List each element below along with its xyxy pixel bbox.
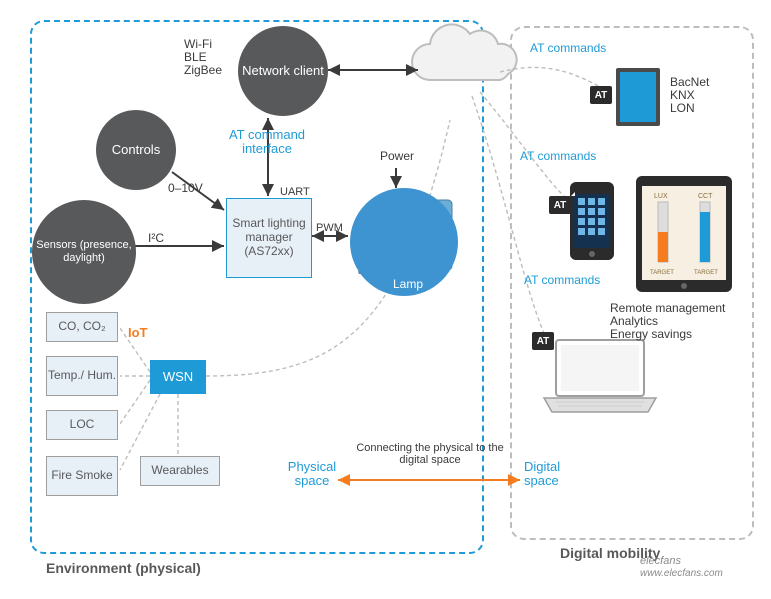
wearables-box: Wearables <box>140 456 220 486</box>
wearables-label: Wearables <box>151 464 208 478</box>
label-pwm: PWM <box>316 222 343 234</box>
network-client-node: Network client <box>238 26 328 116</box>
co-co2-label: CO, CO₂ <box>58 320 105 334</box>
remote-mgmt-labels: Remote management Analytics Energy savin… <box>610 302 725 342</box>
wsn-box: WSN <box>150 360 206 394</box>
at-command-interface-label: AT command interface <box>212 128 322 157</box>
smart-mgr-label: Smart lighting manager (AS72xx) <box>227 217 311 258</box>
label-i2c: I²C <box>148 232 164 245</box>
wsn-label: WSN <box>163 370 193 385</box>
fire-smoke-label: Fire Smoke <box>51 469 112 483</box>
sensors-node: Sensors (presence, daylight) <box>32 200 136 304</box>
at-tag-2: AT <box>549 196 571 214</box>
watermark-url: www.elecfans.com <box>640 568 723 579</box>
protocols-label: Wi-Fi BLE ZigBee <box>184 38 222 78</box>
digital-space-label: Digital space <box>524 460 584 489</box>
label-uart: UART <box>280 186 310 198</box>
connecting-label: Connecting the physical to the digital s… <box>345 442 515 466</box>
at-commands-1: AT commands <box>530 42 610 55</box>
smart-lighting-manager-box: Smart lighting manager (AS72xx) <box>226 198 312 278</box>
sensors-label: Sensors (presence, daylight) <box>36 239 132 264</box>
controls-node: Controls <box>96 110 176 190</box>
at-tag-1: AT <box>590 86 612 104</box>
network-client-label: Network client <box>242 64 324 79</box>
controls-label: Controls <box>112 143 160 158</box>
at-commands-2: AT commands <box>520 150 600 163</box>
temp-hum-label: Temp./ Hum. <box>48 369 116 383</box>
temp-hum-box: Temp./ Hum. <box>46 356 118 396</box>
co-co2-box: CO, CO₂ <box>46 312 118 342</box>
label-iot: IoT <box>128 326 148 340</box>
at-tag-3: AT <box>532 332 554 350</box>
lamp-caption: Lamp <box>393 278 423 291</box>
physical-space-label: Physical space <box>282 460 342 489</box>
physical-region-label: Environment (physical) <box>46 560 201 576</box>
watermark-text: elecfans <box>640 555 681 567</box>
label-010v: 0–10V <box>168 182 203 195</box>
at-commands-3: AT commands <box>524 274 604 287</box>
loc-label: LOC <box>70 418 95 432</box>
bacnet-labels: BacNet KNX LON <box>670 76 709 116</box>
fire-smoke-box: Fire Smoke <box>46 456 118 496</box>
power-label: Power <box>380 150 414 163</box>
loc-box: LOC <box>46 410 118 440</box>
watermark: elecfans www.elecfans.com <box>640 555 723 579</box>
diagram-canvas: Environment (physical) Digital mobility <box>0 0 771 599</box>
